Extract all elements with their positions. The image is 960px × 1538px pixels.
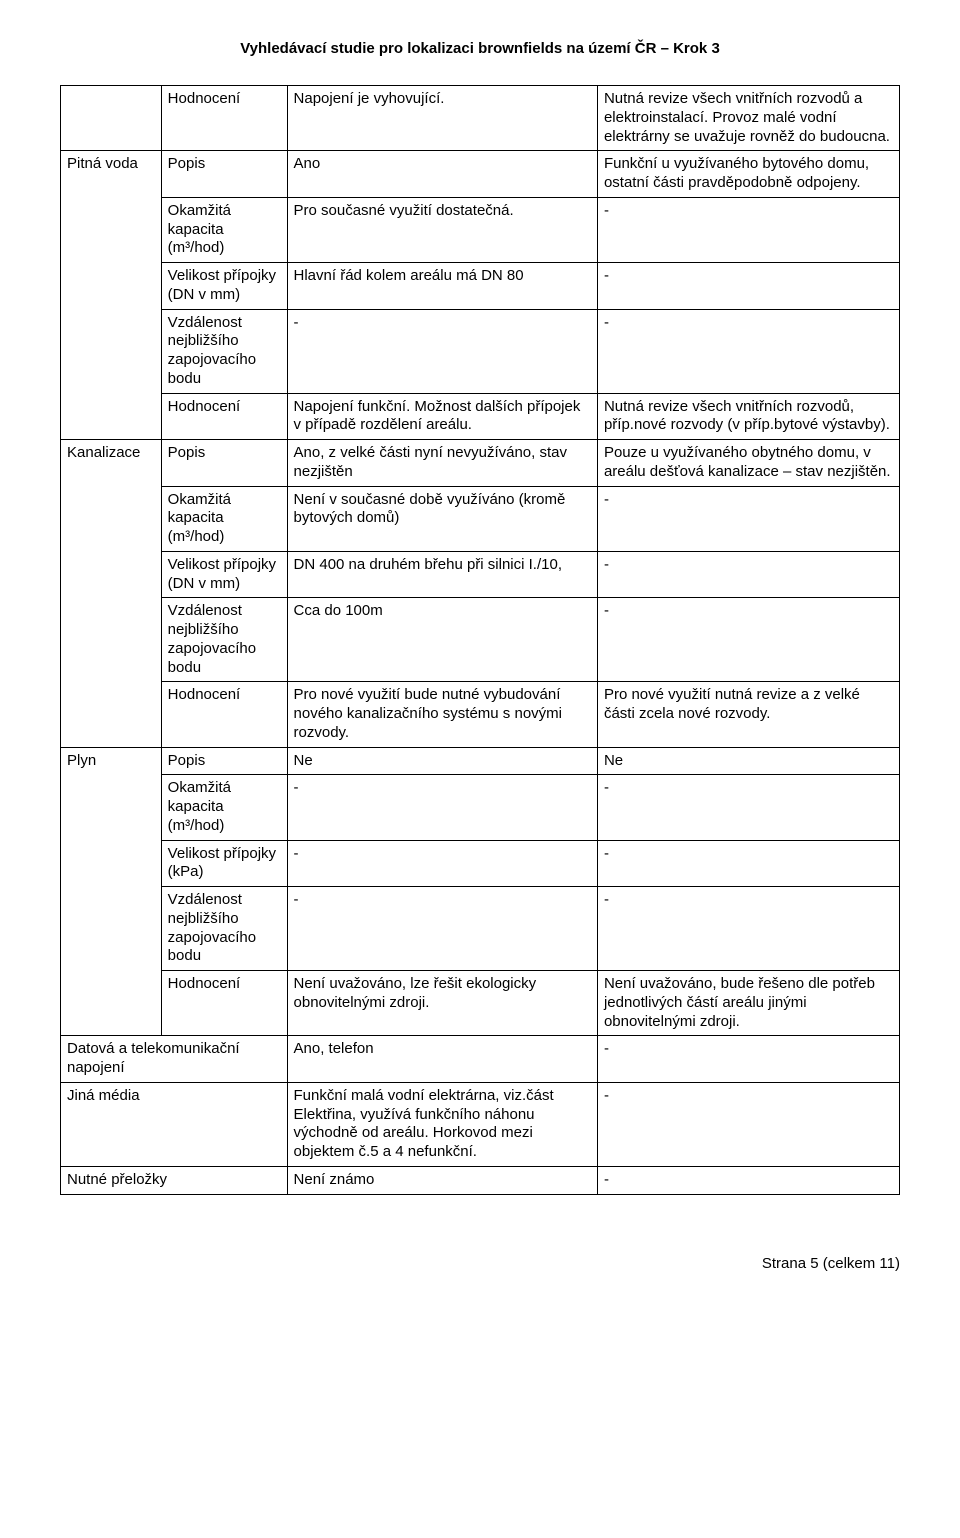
cell-section: Plyn <box>61 747 162 1036</box>
cell-value: Pouze u využívaného obytného domu, v are… <box>597 440 899 487</box>
cell-label: Popis <box>161 747 287 775</box>
cell-value: - <box>287 309 597 393</box>
cell-label: Vzdálenost nejbližšího zapojovacího bodu <box>161 598 287 682</box>
cell-value: - <box>597 486 899 551</box>
data-table: Hodnocení Napojení je vyhovující. Nutná … <box>60 85 900 1195</box>
cell-section-wide: Jiná média <box>61 1082 288 1166</box>
cell-value: Ne <box>597 747 899 775</box>
page-footer: Strana 5 (celkem 11) <box>60 1255 900 1272</box>
cell-value: Napojení je vyhovující. <box>287 86 597 151</box>
cell-value: - <box>287 887 597 971</box>
cell-label: Vzdálenost nejbližšího zapojovacího bodu <box>161 887 287 971</box>
cell-section-wide: Nutné přeložky <box>61 1166 288 1194</box>
cell-blank <box>61 86 162 151</box>
cell-value: - <box>597 197 899 262</box>
cell-label: Okamžitá kapacita (m³/hod) <box>161 486 287 551</box>
cell-value: - <box>597 551 899 598</box>
cell-value: DN 400 na druhém břehu při silnici I./10… <box>287 551 597 598</box>
cell-value: Napojení funkční. Možnost dalších přípoj… <box>287 393 597 440</box>
table-row: Pitná voda Popis Ano Funkční u využívané… <box>61 151 900 198</box>
table-row: Okamžitá kapacita (m³/hod) Pro současné … <box>61 197 900 262</box>
cell-label: Hodnocení <box>161 393 287 440</box>
table-row: Kanalizace Popis Ano, z velké části nyní… <box>61 440 900 487</box>
cell-value: - <box>597 1036 899 1083</box>
cell-value: - <box>287 840 597 887</box>
cell-label: Okamžitá kapacita (m³/hod) <box>161 775 287 840</box>
cell-value: Není uvažováno, lze řešit ekologicky obn… <box>287 971 597 1036</box>
table-row: Datová a telekomunikační napojení Ano, t… <box>61 1036 900 1083</box>
table-row: Hodnocení Pro nové využití bude nutné vy… <box>61 682 900 747</box>
cell-value: Ano, z velké části nyní nevyužíváno, sta… <box>287 440 597 487</box>
cell-section: Pitná voda <box>61 151 162 440</box>
cell-value: Pro nové využití nutná revize a z velké … <box>597 682 899 747</box>
cell-value: - <box>597 887 899 971</box>
table-row: Okamžitá kapacita (m³/hod) - - <box>61 775 900 840</box>
table-row: Hodnocení Napojení funkční. Možnost dalš… <box>61 393 900 440</box>
cell-value: - <box>597 840 899 887</box>
cell-value: - <box>597 1166 899 1194</box>
table-row: Vzdálenost nejbližšího zapojovacího bodu… <box>61 309 900 393</box>
cell-label: Velikost přípojky (kPa) <box>161 840 287 887</box>
cell-label: Hodnocení <box>161 682 287 747</box>
cell-value: Není známo <box>287 1166 597 1194</box>
cell-label: Popis <box>161 151 287 198</box>
cell-value: Cca do 100m <box>287 598 597 682</box>
cell-value: Pro nové využití bude nutné vybudování n… <box>287 682 597 747</box>
table-row: Velikost přípojky (DN v mm) Hlavní řád k… <box>61 263 900 310</box>
cell-value: Nutná revize všech vnitřních rozvodů, př… <box>597 393 899 440</box>
cell-section-wide: Datová a telekomunikační napojení <box>61 1036 288 1083</box>
cell-value: Hlavní řád kolem areálu má DN 80 <box>287 263 597 310</box>
table-row: Hodnocení Napojení je vyhovující. Nutná … <box>61 86 900 151</box>
cell-label: Vzdálenost nejbližšího zapojovacího bodu <box>161 309 287 393</box>
cell-value: - <box>597 1082 899 1166</box>
cell-label: Hodnocení <box>161 86 287 151</box>
cell-value: Pro současné využití dostatečná. <box>287 197 597 262</box>
cell-label: Velikost přípojky (DN v mm) <box>161 263 287 310</box>
cell-value: Není uvažováno, bude řešeno dle potřeb j… <box>597 971 899 1036</box>
cell-value: Není v současné době využíváno (kromě by… <box>287 486 597 551</box>
cell-value: - <box>287 775 597 840</box>
table-row: Hodnocení Není uvažováno, lze řešit ekol… <box>61 971 900 1036</box>
cell-label: Hodnocení <box>161 971 287 1036</box>
cell-value: Ano <box>287 151 597 198</box>
table-row: Velikost přípojky (DN v mm) DN 400 na dr… <box>61 551 900 598</box>
table-row: Vzdálenost nejbližšího zapojovacího bodu… <box>61 598 900 682</box>
table-row: Okamžitá kapacita (m³/hod) Není v součas… <box>61 486 900 551</box>
cell-value: Nutná revize všech vnitřních rozvodů a e… <box>597 86 899 151</box>
table-row: Nutné přeložky Není známo - <box>61 1166 900 1194</box>
cell-value: Funkční u využívaného bytového domu, ost… <box>597 151 899 198</box>
cell-value: Ano, telefon <box>287 1036 597 1083</box>
cell-value: - <box>597 263 899 310</box>
cell-value: Ne <box>287 747 597 775</box>
cell-label: Okamžitá kapacita (m³/hod) <box>161 197 287 262</box>
page-header: Vyhledávací studie pro lokalizaci brownf… <box>60 40 900 57</box>
cell-value: Funkční malá vodní elektrárna, viz.část … <box>287 1082 597 1166</box>
cell-value: - <box>597 598 899 682</box>
cell-label: Velikost přípojky (DN v mm) <box>161 551 287 598</box>
cell-label: Popis <box>161 440 287 487</box>
cell-section: Kanalizace <box>61 440 162 748</box>
table-row: Vzdálenost nejbližšího zapojovacího bodu… <box>61 887 900 971</box>
cell-value: - <box>597 309 899 393</box>
cell-value: - <box>597 775 899 840</box>
table-row: Velikost přípojky (kPa) - - <box>61 840 900 887</box>
table-row: Jiná média Funkční malá vodní elektrárna… <box>61 1082 900 1166</box>
table-row: Plyn Popis Ne Ne <box>61 747 900 775</box>
